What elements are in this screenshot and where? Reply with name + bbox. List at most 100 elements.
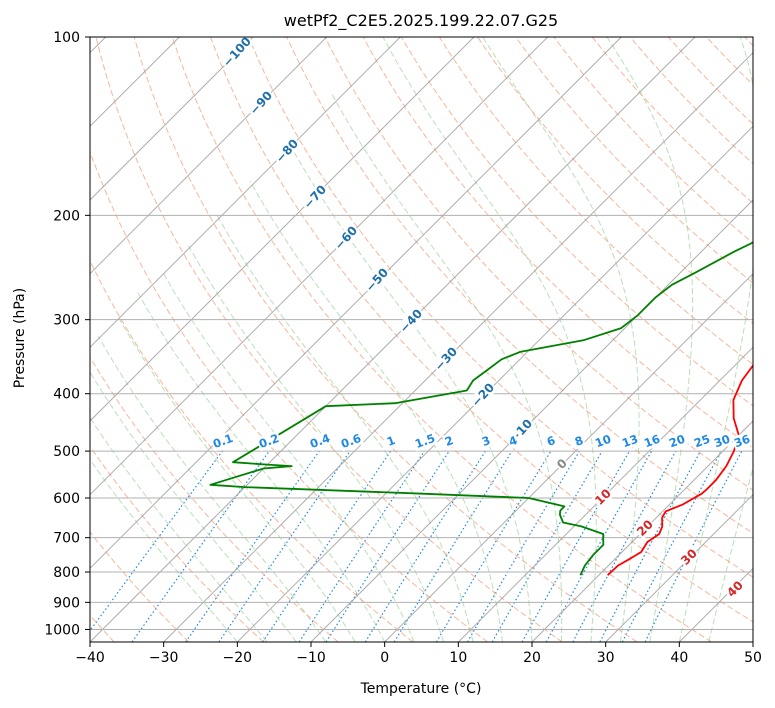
- isotherms: [90, 37, 753, 642]
- mixing-ratio-line: [644, 450, 743, 642]
- mixing-ratio-label: 30: [711, 431, 733, 451]
- mixing-ratio-label: 0.1: [210, 430, 236, 452]
- y-tick-label: 400: [53, 387, 80, 403]
- isotherm-line: [384, 272, 753, 642]
- dry-adiabat-line: [400, 37, 753, 407]
- isotherm-line: [310, 199, 753, 642]
- mixing-ratio-line: [545, 450, 653, 642]
- dry-adiabats: [90, 37, 753, 642]
- moist-adiabat-line: [249, 180, 503, 642]
- y-tick-label: 900: [53, 595, 80, 611]
- dry-adiabat-line: [95, 37, 563, 642]
- svg-text:13: 13: [620, 432, 640, 451]
- moist-adiabat-line: [216, 215, 474, 642]
- mixing-ratio-line: [218, 450, 351, 642]
- isotherm-line: [752, 641, 753, 642]
- moist-adiabat-line: [90, 416, 268, 642]
- mixing-ratio-label: 3: [478, 432, 494, 450]
- x-tick-label: 30: [597, 650, 615, 666]
- svg-text:1.5: 1.5: [413, 431, 437, 451]
- x-tick-label: 0: [380, 650, 389, 666]
- x-tick-label: 10: [449, 650, 467, 666]
- mixing-ratio-label: 8: [571, 432, 587, 450]
- x-tick-label: 40: [670, 650, 688, 666]
- moist-adiabat-line: [97, 336, 327, 642]
- dry-adiabat-line: [591, 37, 753, 204]
- moist-adiabat-label: 20: [633, 516, 657, 540]
- y-tick-label: 600: [53, 491, 80, 507]
- svg-text:0.6: 0.6: [339, 431, 363, 451]
- mixing-ratio-label: 2: [441, 432, 457, 450]
- chart-title: wetPf2_C2E5.2025.199.22.07.G25: [284, 11, 558, 31]
- mixing-ratio-label: 1: [383, 432, 399, 450]
- isotherm-line: [90, 37, 475, 422]
- mixing-ratio-label: 16: [641, 431, 663, 451]
- x-axis: −40 −30 −20 −10 0 10 20 30 40 50: [75, 642, 762, 666]
- mixing-ratio-line: [298, 450, 425, 642]
- mixing-ratio-line: [185, 450, 320, 642]
- svg-text:30: 30: [678, 546, 700, 568]
- dry-adiabat-line: [133, 37, 638, 642]
- isotherm-line: [236, 125, 753, 642]
- dry-adiabat-line: [210, 37, 753, 623]
- mixing-ratio-line: [262, 450, 392, 642]
- isotherm-line: [90, 37, 401, 349]
- dry-adiabat-line: [90, 531, 190, 642]
- moist-adiabat-line: [331, 94, 563, 642]
- svg-text:20: 20: [667, 432, 687, 451]
- svg-text:40: 40: [724, 578, 746, 600]
- mixing-ratio-lines: [90, 450, 743, 642]
- moist-adiabat-label: 40: [723, 577, 747, 601]
- moist-adiabat-line: [606, 37, 694, 642]
- x-tick-label: −20: [223, 650, 253, 666]
- y-axis: 100 200 300 400 500 600 700 800 900 1000: [44, 30, 90, 638]
- mixing-ratio-label: 36: [731, 431, 753, 451]
- mixing-ratio-label: 1.5: [412, 430, 438, 452]
- dewpoint-profile: [209, 241, 753, 576]
- svg-text:0.4: 0.4: [308, 431, 332, 451]
- mixing-ratio-line: [131, 450, 270, 642]
- mixing-ratio-line: [466, 450, 580, 642]
- svg-text:36: 36: [732, 432, 752, 451]
- dry-adiabat-line: [90, 150, 488, 642]
- svg-text:10: 10: [593, 432, 613, 451]
- isotherm-line: [90, 37, 254, 201]
- isotherm-line: [163, 51, 753, 642]
- profiles: [209, 241, 753, 576]
- mixing-ratio-label: 4: [505, 432, 521, 450]
- isotherm-line: [605, 493, 753, 642]
- dry-adiabat-label: −100: [219, 34, 255, 71]
- plot-background: −100−90−80−70−60−50−40−30−20−10010203040…: [90, 34, 753, 642]
- svg-text:−100: −100: [220, 34, 254, 69]
- mixing-ratio-label: 10: [592, 431, 614, 451]
- svg-text:30: 30: [712, 432, 732, 451]
- moist-adiabat-line: [187, 245, 445, 642]
- y-tick-label: 700: [53, 531, 80, 547]
- x-axis-label: Temperature (°C): [360, 681, 482, 697]
- moist-adiabat-line: [90, 370, 297, 642]
- mixing-ratio-label: 25: [691, 431, 713, 451]
- mixing-ratio-label: 6: [543, 432, 559, 450]
- isotherm-line: [457, 346, 753, 642]
- svg-text:20: 20: [634, 517, 656, 539]
- moist-adiabat-label: 30: [677, 545, 701, 569]
- x-tick-label: 50: [744, 650, 762, 666]
- svg-text:0.1: 0.1: [211, 431, 235, 451]
- dry-adiabat-line: [629, 37, 753, 165]
- dry-adiabat-line: [90, 445, 264, 642]
- dry-adiabat-line: [248, 37, 753, 578]
- y-tick-label: 800: [53, 565, 80, 581]
- mixing-ratio-label: 0.4: [307, 430, 333, 452]
- dry-adiabat-line: [90, 356, 339, 642]
- x-tick-label: −10: [296, 650, 326, 666]
- dry-adiabat-line: [438, 37, 753, 365]
- x-tick-label: −30: [149, 650, 179, 666]
- mixing-ratio-line: [572, 450, 677, 642]
- moist-adiabat-line: [162, 272, 415, 642]
- moist-adiabat-line: [678, 37, 753, 642]
- moist-adiabat-line: [382, 37, 597, 642]
- mixing-ratio-line: [435, 450, 552, 642]
- isobars: [90, 37, 753, 630]
- isotherm-line: [90, 37, 549, 496]
